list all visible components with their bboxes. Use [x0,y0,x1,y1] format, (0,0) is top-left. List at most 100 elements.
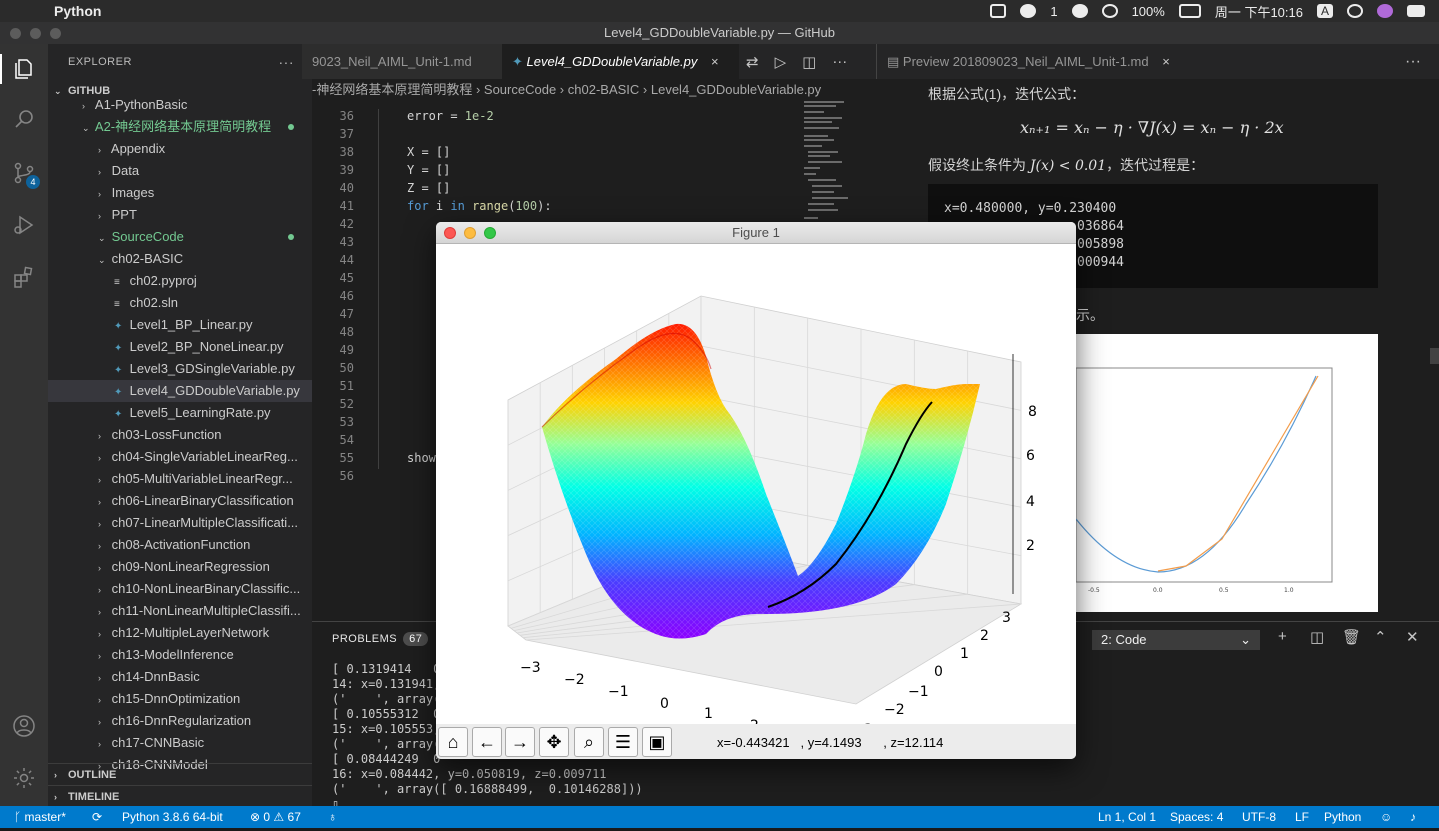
folder-item[interactable]: › ch09-NonLinearRegression [48,556,312,578]
tab-close-icon[interactable]: × [1162,54,1170,69]
language-mode[interactable]: Python [1324,810,1362,824]
breadcrumb-item[interactable]: -神经网络基本原理简明教程 [312,82,473,97]
zoom-window-button[interactable] [50,28,61,39]
figure-zoom-button[interactable] [484,227,496,239]
spotlight-icon[interactable] [1347,4,1363,18]
folder-item[interactable]: › ch03-LossFunction [48,424,312,446]
run-debug-icon[interactable] [12,213,36,237]
qq-icon[interactable] [1071,4,1088,18]
app-name-menu[interactable]: Python [54,3,102,19]
folder-item[interactable]: › ch08-ActivationFunction [48,534,312,556]
code-line[interactable]: for i in range(100): [407,199,552,213]
terminal-select[interactable]: 2: Code ⌄ [1092,630,1260,650]
extensions-icon[interactable] [12,265,36,289]
folder-item[interactable]: ⌄ ch02-BASIC [48,248,312,270]
outline-section[interactable]: › OUTLINE [48,763,312,785]
file-item[interactable]: ✦ Level5_LearningRate.py [48,402,312,424]
folder-item[interactable]: › ch13-ModelInference [48,644,312,666]
code-line[interactable]: Z = [] [407,181,451,195]
zoom-icon[interactable]: ⌕ [574,727,604,757]
code-line[interactable]: Y = [] [407,163,451,177]
folder-item[interactable]: › ch04-SingleVariableLinearReg... [48,446,312,468]
folder-item[interactable]: › Images [48,182,312,204]
python-interpreter[interactable]: Python 3.8.6 64-bit [122,810,223,824]
settings-gear-icon[interactable] [12,766,36,790]
folder-item[interactable]: › ch11-NonLinearMultipleClassifi... [48,600,312,622]
maximize-panel-icon[interactable]: ⌃ [1374,629,1387,646]
figure-minimize-button[interactable] [464,227,476,239]
sync-icon[interactable]: ⟳ [92,810,103,824]
minimap[interactable] [802,101,872,231]
close-panel-icon[interactable]: ✕ [1406,629,1419,646]
more-actions-icon[interactable]: ··· [832,53,848,70]
breadcrumb-item[interactable]: ch02-BASIC [567,82,640,97]
file-item[interactable]: ✦ Level1_BP_Linear.py [48,314,312,336]
code-editor[interactable]: 36 error = 1e-2 37 38 X = [] 39 Y = [] 40 Z = []… [312,101,802,621]
preview-scrollbar[interactable] [1430,348,1439,364]
workspace-root[interactable]: ⌄ GITHUB [48,80,312,102]
forward-icon[interactable]: → [505,727,535,757]
file-item[interactable]: ≡ ch02.pyproj [48,270,312,292]
indentation[interactable]: Spaces: 4 [1170,810,1224,824]
cursor-position[interactable]: Ln 1, Col 1 [1098,810,1157,824]
code-line[interactable]: X = [] [407,145,451,159]
folder-item[interactable]: › ch05-MultiVariableLinearRegr... [48,468,312,490]
pan-icon[interactable]: ✥ [539,727,569,757]
git-branch[interactable]: ᚴ master* [14,806,66,828]
tab-close-icon[interactable]: × [710,54,719,69]
feedback-icon[interactable]: ☺ [1380,810,1393,824]
end-of-line[interactable]: LF [1295,810,1310,824]
siri-icon[interactable] [1377,4,1393,18]
control-center-icon[interactable] [1407,5,1425,17]
save-icon[interactable]: ▣ [642,727,672,757]
folder-item[interactable]: › A1-PythonBasic [48,94,312,116]
folder-item[interactable]: ⌄ A2-神经网络基本原理简明教程 [48,116,312,138]
breadcrumb-item[interactable]: Level4_GDDoubleVariable.py [650,82,822,97]
problems-tab[interactable]: PROBLEMS 67 [332,632,429,646]
code-line[interactable]: error = 1e-2 [407,109,494,123]
split-editor-icon[interactable]: ◫ [802,53,817,71]
search-icon[interactable] [12,107,36,131]
folder-item[interactable]: › ch07-LinearMultipleClassificati... [48,512,312,534]
home-icon[interactable]: ⌂ [438,727,468,757]
split-terminal-icon[interactable]: ◫ [1310,629,1325,646]
explorer-more-icon[interactable]: ··· [278,54,294,70]
file-item[interactable]: ✦ Level4_GDDoubleVariable.py [48,380,312,402]
explorer-icon[interactable] [12,57,36,81]
preview-more-icon[interactable]: ··· [1405,53,1421,70]
accounts-icon[interactable] [12,714,36,738]
folder-item[interactable]: › ch16-DnnRegularization [48,710,312,732]
problems-status[interactable]: ⊗ 0 ⚠ 67 [250,806,301,828]
notifications-icon[interactable]: ♪ [1410,810,1416,824]
live-share-icon[interactable]: ♁ [328,810,337,824]
folder-item[interactable]: › ch10-NonLinearBinaryClassific... [48,578,312,600]
terminal-output[interactable]: [ 0.1319414 0 14: x=0.131941, (' ', arra… [332,662,643,811]
timeline-section[interactable]: › TIMELINE [48,785,312,806]
configure-icon[interactable]: ☰ [608,727,638,757]
file-item[interactable]: ✦ Level2_BP_NoneLinear.py [48,336,312,358]
tab-md-file[interactable]: 9023_Neil_AIML_Unit-1.md [302,44,502,79]
tab-level4-py[interactable]: ✦ Level4_GDDoubleVariable.py × [502,44,739,79]
folder-item[interactable]: › ch17-CNNBasic [48,732,312,754]
folder-item[interactable]: › ch06-LinearBinaryClassification [48,490,312,512]
battery-icon[interactable] [1178,4,1201,18]
back-icon[interactable]: ← [472,727,502,757]
folder-item[interactable]: › ch12-MultipleLayerNetwork [48,622,312,644]
breadcrumb-item[interactable]: SourceCode [483,82,557,97]
close-window-button[interactable] [10,28,21,39]
clock[interactable]: 周一 下午10:16 [1214,4,1303,20]
folder-item[interactable]: ⌄ SourceCode [48,226,312,248]
open-changes-icon[interactable]: ⇄ [746,53,759,71]
encoding[interactable]: UTF-8 [1242,810,1276,824]
source-control-icon[interactable] [12,161,36,185]
file-item[interactable]: ≡ ch02.sln [48,292,312,314]
input-method-icon[interactable]: A [1316,4,1333,18]
folder-item[interactable]: › PPT [48,204,312,226]
folder-item[interactable]: › Data [48,160,312,182]
folder-item[interactable]: › ch18-CNNModel [48,754,312,776]
code-line[interactable]: show [407,451,436,465]
tab-preview[interactable]: ▤ Preview 201809023_Neil_AIML_Unit-1.md … [877,44,1177,79]
upload-status-icon[interactable] [990,4,1007,18]
minimize-window-button[interactable] [30,28,41,39]
wifi-icon[interactable] [1101,4,1118,18]
